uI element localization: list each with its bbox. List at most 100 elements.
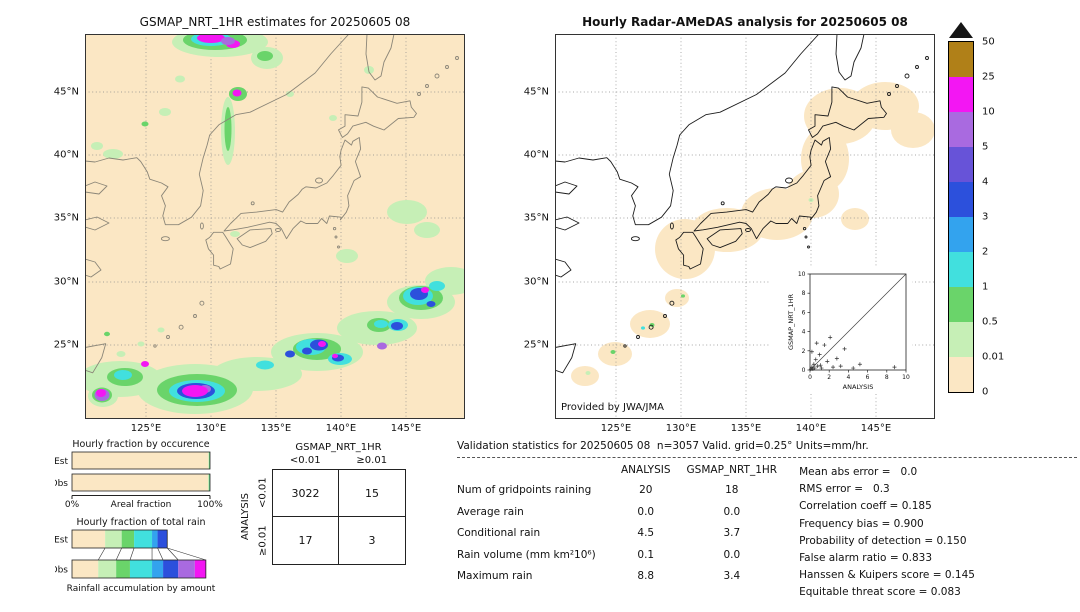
lon-tick-label: 125°E xyxy=(600,423,632,434)
lon-tick-label: 145°E xyxy=(860,423,892,434)
lon-tick-label: 130°E xyxy=(665,423,697,434)
contingency-row-labels: <0.01 ≥0.01 xyxy=(254,469,272,565)
svg-text:2: 2 xyxy=(827,374,831,381)
svg-text:8: 8 xyxy=(802,290,806,297)
score-line: Correlation coeff = 0.185 xyxy=(799,500,932,513)
svg-text:Est: Est xyxy=(55,457,68,467)
svg-text:0%: 0% xyxy=(65,500,80,510)
contingency-cell: 3 xyxy=(368,534,376,547)
stats-row: Num of gridpoints raining 20 18 xyxy=(457,484,785,506)
contingency-grid: 3022 15 17 3 xyxy=(272,469,406,565)
score-line: Probability of detection = 0.150 xyxy=(799,534,967,547)
stats-cell: Average rain xyxy=(457,505,524,518)
radar-map-canvas: 0 2 4 6 8 10 0 2 4 6 8 10 ANALYSIS GSMAP_NRT_1HR xyxy=(555,34,935,419)
svg-text:ANALYSIS: ANALYSIS xyxy=(843,383,874,391)
stats-cell: 8.8 xyxy=(637,570,655,582)
svg-text:0: 0 xyxy=(808,374,812,381)
stats-row: Conditional rain 4.5 3.7 xyxy=(457,527,785,549)
map-border xyxy=(555,34,935,419)
svg-text:0: 0 xyxy=(802,367,806,374)
fraction-charts-canvas: Hourly fraction by occurence Est Obs 0% 100… xyxy=(51,439,224,594)
svg-text:4: 4 xyxy=(802,329,806,336)
svg-text:Obs: Obs xyxy=(55,479,68,489)
colorbar-segment xyxy=(949,217,973,252)
stats-cell: 3.4 xyxy=(723,570,741,582)
svg-text:Rainfall accumulation by amoun: Rainfall accumulation by amount xyxy=(67,584,216,594)
map-border xyxy=(85,34,465,419)
contingency-cell: 15 xyxy=(339,470,405,517)
stats-cell: Num of gridpoints raining xyxy=(457,484,592,496)
colorbar-tick-label: 2 xyxy=(982,246,989,258)
stats-cell: Conditional rain xyxy=(457,527,541,539)
radar-map: 0 2 4 6 8 10 0 2 4 6 8 10 ANALYSIS GSMAP_NRT_1HR Prov… xyxy=(524,34,935,434)
stats-row: Average rain 0.0 0.0 xyxy=(457,506,785,528)
score-line: Hanssen & Kuipers score = 0.145 xyxy=(799,569,975,582)
score-line: Frequency bias = 0.900 xyxy=(799,517,924,530)
stats-cell: 3.7 xyxy=(723,527,741,539)
precipitation-field xyxy=(85,34,465,414)
colorbar-scale xyxy=(948,41,974,393)
svg-text:Obs: Obs xyxy=(55,565,68,575)
stats-title: Validation statistics for 20250605 08 n=… xyxy=(457,440,869,452)
validation-stats: Validation statistics for 20250605 08 n=… xyxy=(457,440,1077,602)
lon-tick-label: 135°E xyxy=(260,423,292,434)
contingency-table: GSMAP_NRT_1HR <0.01 ≥0.01 ANALYSIS <0.01… xyxy=(236,442,406,565)
occurrence-chart-title: Hourly fraction by occurence xyxy=(72,439,209,450)
stats-cell: 4.5 xyxy=(637,527,655,539)
contingency-row-group-label: ANALYSIS xyxy=(239,493,251,541)
colorbar-tick-label: 1 xyxy=(982,281,989,293)
lat-tick-label: 40°N xyxy=(523,149,549,161)
colorbar-overflow-arrow-icon xyxy=(949,22,973,38)
svg-text:GSMAP_NRT_1HR: GSMAP_NRT_1HR xyxy=(787,293,795,350)
score-line: False alarm ratio = 0.833 xyxy=(799,552,933,565)
occurrence-chart: Est Obs 0% 100% Areal fraction xyxy=(51,451,223,510)
colorbar-segment xyxy=(949,322,973,357)
lat-tick-label: 25°N xyxy=(53,339,79,351)
colorbar-tick-label: 4 xyxy=(982,176,989,188)
lat-tick-label: 30°N xyxy=(523,276,549,288)
contingency-cell: 3022 xyxy=(273,470,339,517)
totalrain-chart: Est Obs Rainfall accumulation by amount xyxy=(51,529,216,594)
lon-tick-label: 140°E xyxy=(795,423,827,434)
colorbar-tick-label: 50 xyxy=(982,36,995,48)
lat-tick-label: 35°N xyxy=(523,212,549,224)
lon-tick-label: 130°E xyxy=(195,423,227,434)
lat-tick-label: 30°N xyxy=(53,276,79,288)
colorbar-tick-label: 3 xyxy=(982,211,989,223)
precipitation-field xyxy=(571,82,935,386)
colorbar-tick-label: 5 xyxy=(982,141,989,153)
contingency-row-group: ANALYSIS xyxy=(236,469,254,565)
contingency-col-label: ≥0.01 xyxy=(356,455,388,466)
stats-cell: 18 xyxy=(725,484,739,496)
colorbar-segment xyxy=(949,287,973,322)
svg-text:10: 10 xyxy=(798,271,806,278)
lon-tick-label: 145°E xyxy=(390,423,422,434)
svg-text:2: 2 xyxy=(802,348,806,355)
stats-cell: Rain volume (mm km²10⁶) xyxy=(457,548,596,561)
stats-empty-header xyxy=(457,464,613,484)
lon-tick-label: 140°E xyxy=(325,423,357,434)
svg-text:Est: Est xyxy=(55,535,68,545)
svg-text:8: 8 xyxy=(885,374,889,381)
svg-text:Areal fraction: Areal fraction xyxy=(111,500,172,510)
score-line: Mean abs error = 0.0 xyxy=(799,466,918,478)
stats-cell: 0.1 xyxy=(637,548,655,561)
svg-text:6: 6 xyxy=(866,374,870,381)
colorbar-tick-label: 25 xyxy=(982,71,995,83)
stats-col-header: GSMAP_NRT_1HR xyxy=(686,464,778,476)
contingency-col-group: GSMAP_NRT_1HR xyxy=(295,442,382,453)
colorbar-segment xyxy=(949,147,973,182)
contingency-row-label: <0.01 xyxy=(257,477,269,509)
stats-row: Maximum rain 8.8 3.4 xyxy=(457,570,785,592)
colorbar-segment xyxy=(949,42,973,77)
colorbar-tick-label: 0.5 xyxy=(982,316,998,328)
gsmap-map-panel: GSMAP_NRT_1HR estimates for 20250605 08 xyxy=(54,12,465,434)
colorbar-tick-label: 0.01 xyxy=(982,351,1005,363)
stats-cell: 20 xyxy=(639,484,653,496)
stats-table: ANALYSIS GSMAP_NRT_1HR Num of gridpoints… xyxy=(457,464,785,592)
stats-cell: 0.0 xyxy=(723,548,741,561)
divider xyxy=(457,457,1077,458)
colorbar-segment xyxy=(949,112,973,147)
colorbar-segment xyxy=(949,252,973,287)
